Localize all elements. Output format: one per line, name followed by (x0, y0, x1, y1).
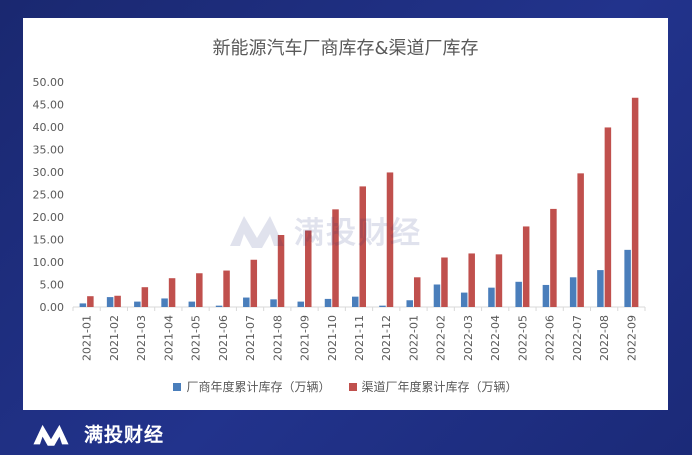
legend-label: 渠道厂年度累计库存（万辆） (361, 380, 518, 394)
brand-logo-icon (230, 216, 284, 248)
bar-manufacturer-inventory (406, 300, 413, 307)
bar-manufacturer-inventory (433, 284, 441, 307)
bar-channel-inventory (359, 186, 366, 307)
x-tick-label: 2022-09 (625, 315, 638, 361)
bar-manufacturer-inventory (161, 298, 168, 307)
y-tick-label: 15.00 (33, 234, 65, 247)
chart-title: 新能源汽车厂商库存&渠道厂库存 (212, 38, 479, 59)
footer-brand: 满投财经 (28, 420, 164, 447)
y-tick-label: 10.00 (33, 256, 65, 269)
bar-channel-inventory (87, 296, 94, 307)
watermark: 满投财经 (228, 208, 422, 252)
bar-channel-inventory (141, 287, 149, 307)
legend-item-series-2: 渠道厂年度累计库存（万辆） (348, 378, 518, 395)
bar-manufacturer-inventory (542, 284, 550, 307)
legend-swatch (348, 382, 357, 391)
y-tick-label: 35.00 (33, 144, 65, 157)
bar-manufacturer-inventory (460, 292, 468, 307)
bar-manufacturer-inventory (79, 303, 87, 307)
legend-swatch (173, 382, 182, 391)
bar-channel-inventory (522, 226, 530, 307)
bar-manufacturer-inventory (352, 296, 359, 307)
x-tick-label: 2021-02 (108, 315, 121, 361)
bar-channel-inventory (305, 230, 312, 307)
bar-channel-inventory (277, 235, 285, 307)
y-tick-label: 50.00 (33, 76, 65, 89)
bar-manufacturer-inventory (270, 299, 277, 307)
bar-channel-inventory (441, 257, 448, 307)
y-tick-label: 0.00 (40, 301, 65, 314)
x-tick-label: 2022-08 (598, 315, 611, 361)
bar-channel-inventory (114, 295, 121, 307)
bar-channel-inventory (577, 173, 584, 307)
x-tick-label: 2022-07 (571, 315, 584, 361)
bar-channel-inventory (631, 97, 639, 307)
x-tick-label: 2021-01 (81, 315, 94, 361)
x-tick-label: 2021-06 (217, 315, 230, 361)
bar-manufacturer-inventory (597, 270, 604, 307)
bar-manufacturer-inventory (188, 301, 196, 307)
bar-channel-inventory (604, 127, 612, 307)
bar-manufacturer-inventory (379, 305, 386, 307)
bar-channel-inventory (332, 209, 339, 307)
bar-manufacturer-inventory (624, 249, 631, 307)
legend: 厂商年度累计库存（万辆） 渠道厂年度累计库存（万辆） (23, 378, 668, 395)
legend-item-series-1: 厂商年度累计库存（万辆） (173, 378, 331, 395)
x-tick-label: 2021-11 (353, 315, 366, 361)
brand-logo-icon (33, 424, 69, 446)
x-tick-label: 2021-10 (326, 315, 339, 361)
y-tick-label: 5.00 (40, 279, 65, 292)
bar-channel-inventory (550, 208, 557, 307)
y-tick-label: 30.00 (33, 166, 65, 179)
watermark-text: 满投财经 (294, 216, 422, 251)
y-tick-label: 40.00 (33, 121, 65, 134)
x-tick-label: 2022-02 (435, 315, 448, 361)
bar-manufacturer-inventory (569, 277, 577, 307)
x-tick-label: 2022-06 (544, 315, 557, 361)
bar-channel-inventory (495, 254, 503, 307)
y-tick-label: 25.00 (33, 189, 65, 202)
x-tick-label: 2022-04 (489, 315, 502, 361)
x-tick-label: 2022-03 (462, 315, 475, 361)
x-tick-label: 2022-05 (516, 315, 529, 361)
bar-channel-inventory (223, 270, 230, 307)
x-tick-label: 2021-09 (299, 315, 312, 361)
bar-manufacturer-inventory (243, 297, 250, 307)
bar-channel-inventory (250, 259, 258, 307)
x-tick-label: 2021-04 (162, 315, 175, 361)
brand-name: 满投财经 (84, 424, 165, 446)
bar-channel-inventory (168, 278, 176, 307)
bar-manufacturer-inventory (297, 301, 305, 307)
chart-panel (23, 18, 668, 410)
bar-channel-inventory (413, 277, 421, 307)
bar-channel-inventory (468, 253, 475, 307)
bar-manufacturer-inventory (488, 287, 495, 307)
bar-manufacturer-inventory (515, 281, 522, 307)
x-tick-label: 2021-08 (271, 315, 284, 361)
bar-manufacturer-inventory (106, 297, 114, 307)
bar-channel-inventory (386, 172, 394, 307)
x-tick-label: 2021-03 (135, 315, 148, 361)
x-tick-label: 2021-05 (190, 315, 203, 361)
bar-manufacturer-inventory (134, 301, 141, 307)
bar-channel-inventory (196, 273, 203, 307)
bar-manufacturer-inventory (215, 305, 223, 307)
x-tick-label: 2021-07 (244, 315, 257, 361)
bar-manufacturer-inventory (324, 298, 332, 307)
y-tick-label: 20.00 (33, 211, 65, 224)
y-tick-label: 45.00 (33, 99, 65, 112)
x-tick-label: 2021-12 (380, 315, 393, 361)
legend-label: 厂商年度累计库存（万辆） (186, 380, 331, 394)
x-tick-label: 2022-01 (407, 315, 420, 361)
